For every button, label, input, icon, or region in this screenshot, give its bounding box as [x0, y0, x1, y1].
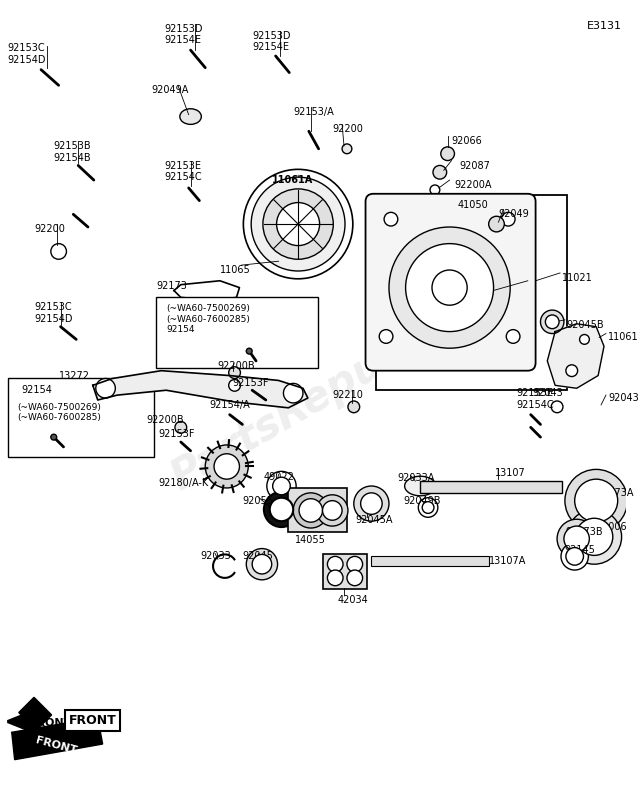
Circle shape — [283, 383, 303, 403]
Circle shape — [96, 378, 115, 398]
Circle shape — [361, 493, 382, 514]
Circle shape — [429, 205, 443, 218]
Circle shape — [576, 518, 613, 555]
Circle shape — [252, 554, 272, 574]
Circle shape — [342, 144, 352, 154]
Polygon shape — [8, 713, 37, 730]
Text: 49006: 49006 — [596, 522, 627, 532]
Bar — [156, 298, 318, 368]
Circle shape — [264, 492, 299, 527]
Text: 92033: 92033 — [201, 551, 231, 562]
Text: 92049: 92049 — [499, 210, 529, 219]
Circle shape — [432, 270, 467, 305]
Text: 92200B: 92200B — [147, 414, 184, 425]
Text: 14055: 14055 — [295, 535, 326, 545]
Circle shape — [551, 401, 563, 413]
Circle shape — [575, 479, 618, 522]
Text: 41050: 41050 — [458, 200, 488, 210]
Text: 92200B: 92200B — [217, 361, 254, 371]
Circle shape — [579, 334, 589, 344]
Circle shape — [272, 478, 290, 495]
Circle shape — [51, 244, 67, 259]
Circle shape — [317, 495, 348, 526]
Text: 92049B: 92049B — [404, 496, 441, 506]
Circle shape — [175, 422, 187, 434]
Text: 92200: 92200 — [34, 224, 65, 234]
Bar — [8, 378, 154, 457]
Circle shape — [347, 556, 363, 572]
Text: 13107A: 13107A — [488, 556, 526, 566]
Circle shape — [263, 189, 333, 259]
Circle shape — [430, 185, 440, 194]
Text: 92210: 92210 — [332, 390, 363, 400]
Circle shape — [328, 570, 343, 586]
Text: 42034: 42034 — [337, 595, 368, 606]
Text: 92153D
92154E: 92153D 92154E — [164, 24, 203, 46]
Circle shape — [488, 216, 504, 232]
Text: 92173A: 92173A — [596, 488, 634, 498]
Circle shape — [506, 330, 520, 343]
Circle shape — [267, 471, 296, 501]
Text: 92043: 92043 — [608, 393, 638, 403]
Text: 92145: 92145 — [564, 545, 595, 554]
Text: (~WA60-7500269)
(~WA60-7600285)
92154: (~WA60-7500269) (~WA60-7600285) 92154 — [166, 304, 250, 334]
Circle shape — [347, 570, 363, 586]
Circle shape — [406, 244, 494, 331]
Circle shape — [389, 227, 510, 348]
Text: FRONT: FRONT — [35, 736, 78, 756]
Text: 92066: 92066 — [451, 136, 482, 146]
Circle shape — [214, 454, 240, 479]
Circle shape — [293, 493, 328, 528]
Circle shape — [566, 365, 578, 377]
Circle shape — [422, 502, 434, 514]
Bar — [376, 194, 567, 390]
Text: 92173: 92173 — [156, 281, 187, 290]
Circle shape — [567, 510, 622, 564]
Circle shape — [565, 470, 628, 532]
Circle shape — [540, 310, 564, 334]
Text: E3131: E3131 — [587, 21, 621, 30]
Text: 92033A: 92033A — [398, 474, 435, 483]
Circle shape — [270, 498, 293, 521]
Text: 92200A: 92200A — [454, 180, 492, 190]
Ellipse shape — [404, 476, 436, 496]
Text: 92153E
92154C: 92153E 92154C — [164, 161, 202, 182]
Text: 92153/A: 92153/A — [293, 106, 334, 117]
Text: 92049A: 92049A — [151, 86, 189, 95]
Text: 92180/A-K: 92180/A-K — [158, 478, 208, 488]
Text: 11061A: 11061A — [272, 175, 313, 186]
Text: 92200: 92200 — [332, 124, 363, 134]
Circle shape — [564, 526, 589, 551]
Circle shape — [545, 315, 559, 329]
Circle shape — [246, 549, 278, 580]
Circle shape — [384, 212, 398, 226]
Text: 92045: 92045 — [242, 551, 273, 562]
Text: 13272: 13272 — [58, 370, 90, 381]
Circle shape — [419, 498, 438, 518]
Circle shape — [441, 147, 454, 161]
Text: 13107: 13107 — [495, 469, 525, 478]
Circle shape — [566, 547, 583, 565]
Text: 92055: 92055 — [242, 496, 273, 506]
Circle shape — [299, 498, 322, 522]
Text: 92153B
92154B: 92153B 92154B — [54, 141, 92, 162]
Circle shape — [328, 556, 343, 572]
Circle shape — [229, 366, 240, 378]
Text: 92153C
92154D: 92153C 92154D — [34, 302, 72, 324]
Bar — [420, 481, 562, 493]
Text: 92153D
92154E: 92153D 92154E — [252, 30, 290, 52]
Circle shape — [348, 401, 360, 413]
Text: (~WA60-7500269)
(~WA60-7600285): (~WA60-7500269) (~WA60-7600285) — [17, 403, 101, 422]
Text: PartsRepublic: PartsRepublic — [163, 302, 462, 498]
Circle shape — [205, 445, 248, 488]
FancyArrow shape — [19, 698, 51, 730]
Circle shape — [419, 256, 481, 319]
Circle shape — [251, 177, 345, 271]
Text: 11061: 11061 — [608, 331, 638, 342]
Circle shape — [322, 501, 342, 520]
Polygon shape — [12, 718, 103, 760]
Ellipse shape — [180, 109, 201, 124]
Circle shape — [557, 519, 596, 558]
Circle shape — [51, 434, 56, 440]
Text: FRONT: FRONT — [29, 718, 72, 728]
